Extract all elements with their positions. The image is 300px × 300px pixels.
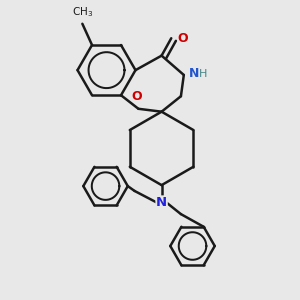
Text: O: O bbox=[177, 32, 188, 45]
Text: O: O bbox=[131, 90, 142, 103]
Text: CH$_3$: CH$_3$ bbox=[72, 5, 93, 19]
Text: N: N bbox=[156, 196, 167, 209]
Text: N: N bbox=[189, 68, 199, 80]
Text: H: H bbox=[199, 69, 208, 79]
